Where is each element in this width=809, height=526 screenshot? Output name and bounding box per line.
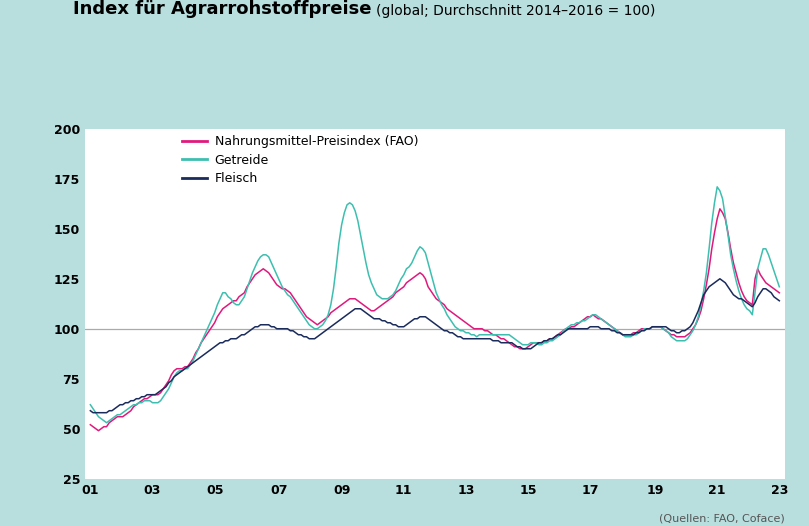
Text: Index für Agrarrohstoffpreise: Index für Agrarrohstoffpreise: [73, 1, 371, 18]
Legend: Nahrungsmittel-Preisindex (FAO), Getreide, Fleisch: Nahrungsmittel-Preisindex (FAO), Getreid…: [182, 135, 418, 185]
Text: (Quellen: FAO, Coface): (Quellen: FAO, Coface): [659, 513, 785, 523]
Text: (global; Durchschnitt 2014–2016 = 100): (global; Durchschnitt 2014–2016 = 100): [376, 4, 655, 18]
